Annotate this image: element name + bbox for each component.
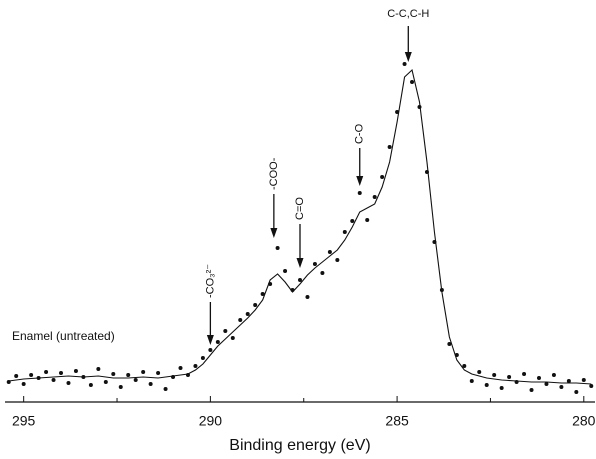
data-point bbox=[312, 262, 317, 266]
data-point bbox=[230, 336, 235, 340]
data-point bbox=[529, 388, 534, 392]
x-tick-label: 280 bbox=[572, 413, 596, 429]
data-point bbox=[335, 258, 340, 262]
data-point bbox=[305, 295, 310, 299]
data-point bbox=[260, 292, 265, 296]
data-point bbox=[298, 278, 302, 282]
data-point bbox=[208, 348, 213, 352]
data-point bbox=[223, 329, 228, 333]
data-point bbox=[163, 387, 168, 391]
data-point bbox=[372, 195, 377, 199]
arrow-head bbox=[296, 258, 304, 268]
data-point bbox=[253, 303, 258, 307]
data-point bbox=[73, 369, 78, 373]
data-point bbox=[327, 250, 332, 254]
data-point bbox=[178, 366, 183, 370]
data-point bbox=[141, 370, 146, 374]
arrow-head bbox=[270, 228, 278, 238]
data-point bbox=[492, 373, 497, 377]
x-tick-label: 290 bbox=[199, 413, 223, 429]
data-point bbox=[200, 356, 205, 360]
data-point bbox=[88, 383, 93, 387]
data-point bbox=[193, 364, 198, 368]
data-point bbox=[469, 379, 474, 383]
data-point bbox=[245, 312, 250, 316]
data-point bbox=[51, 378, 56, 382]
data-point bbox=[380, 175, 385, 179]
data-point bbox=[111, 372, 116, 376]
data-point bbox=[156, 371, 161, 375]
annotation-label: C=O bbox=[294, 197, 306, 220]
data-point bbox=[44, 370, 49, 374]
data-point bbox=[148, 382, 153, 386]
data-point bbox=[14, 374, 19, 378]
data-point bbox=[536, 376, 541, 380]
data-point bbox=[21, 382, 26, 386]
data-point bbox=[59, 371, 64, 375]
data-point bbox=[551, 373, 556, 377]
data-point bbox=[350, 219, 355, 223]
data-point bbox=[96, 367, 101, 371]
data-point bbox=[566, 379, 571, 383]
data-point bbox=[238, 318, 243, 322]
arrow-head bbox=[404, 52, 412, 62]
data-point bbox=[589, 384, 594, 388]
data-point bbox=[387, 145, 392, 149]
sample-label: Enamel (untreated) bbox=[12, 329, 115, 343]
fit-line bbox=[8, 68, 592, 385]
data-point bbox=[402, 62, 407, 66]
data-point bbox=[581, 378, 586, 382]
data-point bbox=[126, 373, 131, 377]
data-point bbox=[103, 380, 108, 384]
annotation-label: -CO₃²⁻ bbox=[204, 264, 216, 298]
x-axis-label: Binding energy (eV) bbox=[229, 437, 370, 454]
data-point bbox=[66, 381, 71, 385]
data-point bbox=[477, 370, 482, 374]
annotation-label: -COO- bbox=[268, 157, 280, 190]
data-point bbox=[283, 269, 288, 273]
annotation-label: C-C,C-H bbox=[387, 8, 429, 20]
arrow-head bbox=[206, 335, 214, 345]
data-point bbox=[462, 364, 467, 368]
data-point bbox=[357, 191, 362, 195]
data-point bbox=[365, 218, 370, 222]
data-point bbox=[215, 340, 220, 344]
data-point bbox=[559, 385, 564, 389]
data-point bbox=[522, 372, 527, 376]
data-point bbox=[133, 378, 138, 382]
data-point bbox=[320, 271, 325, 275]
x-tick-label: 295 bbox=[12, 413, 36, 429]
data-point bbox=[484, 383, 489, 387]
data-point bbox=[447, 342, 452, 346]
arrow-head bbox=[356, 176, 364, 186]
data-point bbox=[544, 382, 549, 386]
data-point bbox=[342, 230, 347, 234]
data-point bbox=[275, 246, 280, 250]
x-tick-label: 285 bbox=[385, 413, 409, 429]
data-point bbox=[410, 80, 415, 84]
data-point bbox=[29, 373, 34, 377]
data-point bbox=[499, 386, 504, 390]
data-point bbox=[507, 375, 512, 379]
data-point bbox=[118, 385, 123, 389]
data-point bbox=[574, 390, 579, 394]
annotation-label: C-O bbox=[354, 123, 366, 144]
